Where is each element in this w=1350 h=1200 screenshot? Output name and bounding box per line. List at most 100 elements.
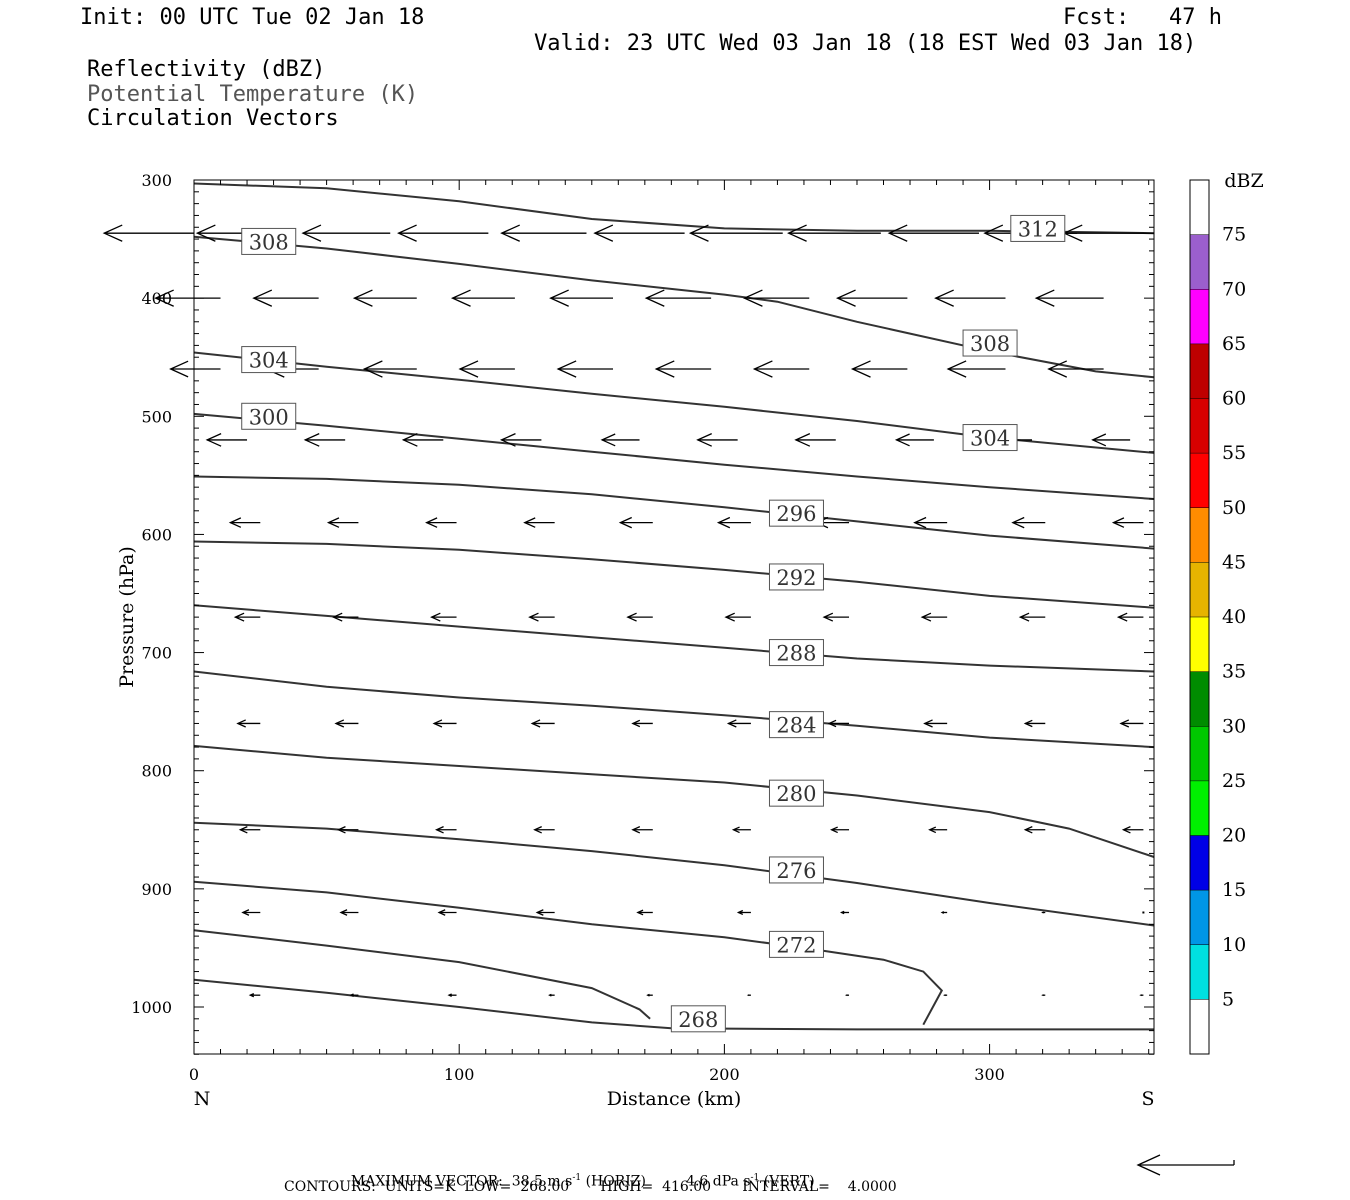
contour-label-300: 300 xyxy=(249,405,289,429)
wind-vector xyxy=(794,433,836,447)
wind-vector xyxy=(362,360,417,378)
y-tick-label: 600 xyxy=(141,525,172,544)
wind-vector xyxy=(850,360,908,378)
contour-label-box xyxy=(768,499,824,527)
wind-vector xyxy=(241,909,261,916)
wind-vector xyxy=(636,909,653,916)
contour-label-268: 268 xyxy=(678,1008,718,1032)
wind-vector xyxy=(696,433,738,447)
wind-vector xyxy=(1041,911,1046,914)
wind-vector xyxy=(303,433,346,447)
colorbar-swatch xyxy=(1190,562,1209,617)
contour-label-box xyxy=(241,346,297,374)
wind-vector xyxy=(500,224,587,242)
colorbar-level-label: 5 xyxy=(1222,988,1234,1010)
wind-vector xyxy=(1041,994,1046,997)
colorbar-swatch xyxy=(1190,835,1209,891)
wind-vector xyxy=(397,224,489,242)
contour-312 xyxy=(193,182,1155,235)
contour-label-296: 296 xyxy=(776,502,816,526)
colorbar-level-label: 30 xyxy=(1222,715,1246,737)
contour-label-box xyxy=(241,227,297,255)
contour-280 xyxy=(193,744,1155,858)
contour-layer xyxy=(193,182,1155,1031)
colorbar-level-label: 40 xyxy=(1222,606,1246,628)
contour-info: CONTOURS: UNITS=K LOW= 268.00 HIGH= 416.… xyxy=(284,1179,897,1195)
colorbar-swatch xyxy=(1190,343,1209,399)
wind-vector xyxy=(458,360,515,378)
colorbar-level-label: 70 xyxy=(1222,278,1246,300)
wind-vector xyxy=(1062,224,1154,242)
wind-vector xyxy=(928,826,948,834)
max-vector-line: MAXIMUM VECTOR: 38.5 m s-1 (HORIZ) 4.6 d… xyxy=(342,1160,815,1189)
wind-vector xyxy=(154,289,221,307)
x-tick-label: 200 xyxy=(709,1065,740,1084)
wind-vector xyxy=(425,517,457,528)
wind-vector xyxy=(533,826,555,834)
wind-vector xyxy=(556,360,614,378)
contour-label-272: 272 xyxy=(776,933,816,957)
wind-vector xyxy=(236,719,261,728)
colorbar-level-label: 65 xyxy=(1222,333,1246,355)
wind-vector xyxy=(447,993,457,997)
wind-vector xyxy=(535,909,555,916)
axes-layer: 300 400 500 600 700 800 900 1000 0 100 200 300 xyxy=(131,171,1155,1084)
wind-vector xyxy=(626,612,653,622)
colorbar-units: dBZ xyxy=(1224,170,1263,192)
wind-vector xyxy=(822,612,850,622)
contour-label-box xyxy=(768,930,824,958)
contour-268 xyxy=(193,929,651,1020)
wind-vector xyxy=(593,224,685,242)
colorbar-swatch xyxy=(1190,507,1209,563)
contour-272 xyxy=(193,880,944,1026)
wind-vector xyxy=(827,719,850,728)
wind-vector xyxy=(646,993,653,997)
wind-vector xyxy=(349,993,359,997)
wind-vector xyxy=(1119,719,1144,728)
colorbar-level-label: 50 xyxy=(1222,497,1246,519)
colorbar-level-label: 45 xyxy=(1222,551,1246,573)
wind-vector xyxy=(530,719,555,728)
colorbar-level-label: 20 xyxy=(1222,825,1246,847)
wind-vector xyxy=(1111,517,1144,528)
wind-vector xyxy=(654,360,712,378)
colorbar: 5 10 15 20 25 30 35 40 45 50 55 60 65 70 75 xyxy=(1189,179,1246,1055)
contour-label-308: 308 xyxy=(970,332,1010,356)
wind-vector xyxy=(228,517,261,528)
wind-vector xyxy=(430,612,457,622)
y-axis-title: Pressure (hPa) xyxy=(116,546,138,688)
field-reflectivity: Reflectivity (dBZ) xyxy=(87,57,326,82)
field-circulation-vectors: Circulation Vectors xyxy=(87,106,339,131)
horiz-exponent: -1 xyxy=(572,1173,582,1183)
max-vector-label: MAXIMUM VECTOR: xyxy=(350,1173,503,1190)
contour-label-284: 284 xyxy=(776,714,816,738)
wind-vector xyxy=(1091,433,1131,447)
x-tick-label: 0 xyxy=(189,1065,199,1084)
wind-vector xyxy=(736,909,751,916)
reference-vector xyxy=(1136,1154,1235,1176)
wind-vector xyxy=(233,612,261,622)
contour-label-box xyxy=(768,779,824,807)
wind-vector xyxy=(252,289,319,307)
colorbar-swatch xyxy=(1190,890,1209,945)
wind-vector xyxy=(248,993,261,998)
contour-284 xyxy=(193,670,1155,749)
wind-vector xyxy=(940,911,948,914)
contour-label-box xyxy=(768,639,824,667)
wind-vector xyxy=(301,224,391,242)
wind-vector xyxy=(726,719,751,728)
colorbar-swatch xyxy=(1190,180,1209,235)
wind-vector xyxy=(548,993,555,997)
vert-tag: (VERT) xyxy=(763,1173,815,1190)
wind-vector xyxy=(934,289,1006,307)
init-time: Init: 00 UTC Tue 02 Jan 18 xyxy=(80,5,425,30)
wind-vector xyxy=(920,612,948,622)
wind-vector xyxy=(746,994,751,997)
wind-vector xyxy=(1139,994,1144,997)
x-axis-title: Distance (km) xyxy=(607,1088,742,1110)
contour-label-layer: 312 308 308 304 304 300 296 292 288 284 280 276 272 2… xyxy=(241,214,1066,1033)
contour-label-288: 288 xyxy=(776,642,816,666)
wind-vector xyxy=(1121,826,1144,834)
contour-label-box xyxy=(768,856,824,884)
wind-vector xyxy=(835,289,908,307)
